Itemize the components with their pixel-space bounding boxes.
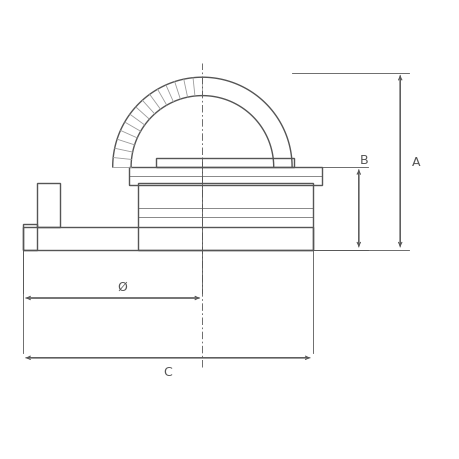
Text: A: A [411,155,419,168]
Text: Ø: Ø [117,280,127,293]
Text: C: C [163,365,172,378]
Text: B: B [359,154,368,167]
